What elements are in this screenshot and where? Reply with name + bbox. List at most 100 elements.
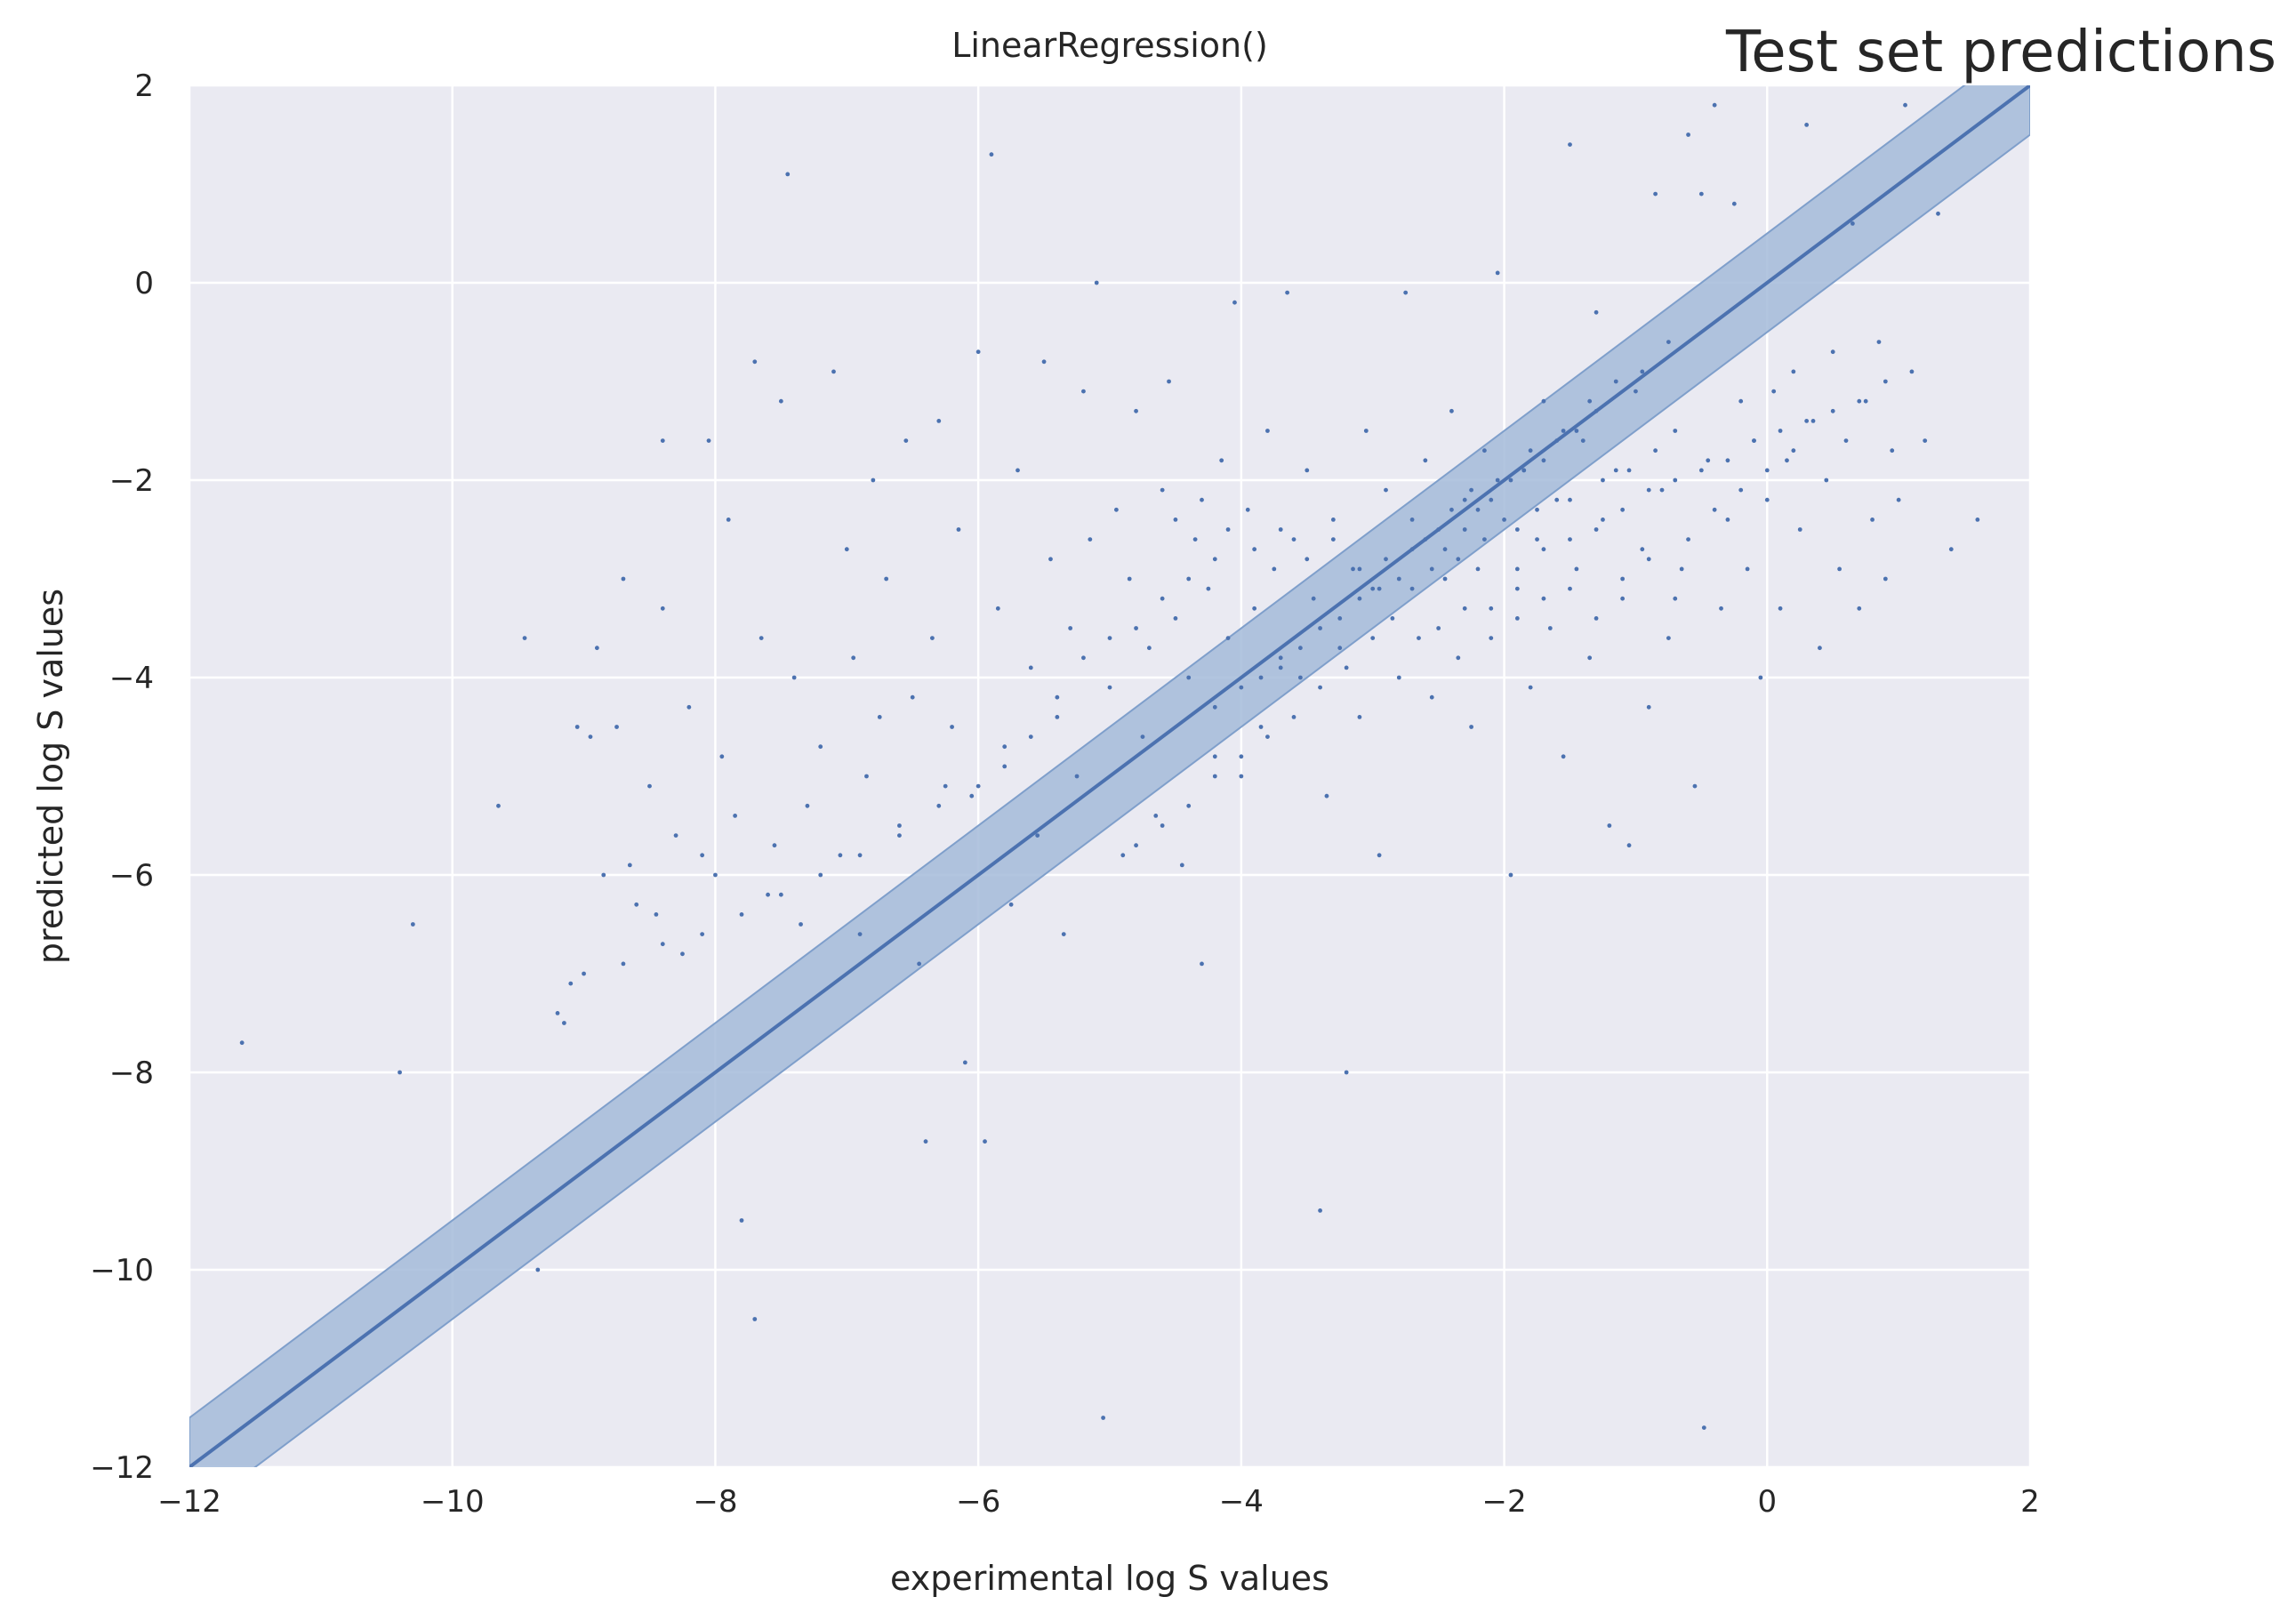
data-point — [1384, 557, 1388, 562]
x-tick-label: −10 — [421, 1484, 485, 1520]
data-point — [1212, 754, 1217, 759]
data-point — [1764, 468, 1770, 473]
y-tick-label: −10 — [90, 1253, 154, 1288]
data-point — [1035, 833, 1040, 838]
data-point — [1719, 606, 1723, 611]
data-point — [1870, 518, 1875, 522]
data-point — [969, 793, 975, 798]
data-point — [1830, 349, 1835, 355]
data-point — [1357, 596, 1362, 601]
data-point — [1081, 655, 1086, 661]
data-point — [1088, 537, 1093, 542]
x-tick-label: −8 — [693, 1484, 737, 1520]
data-point — [1475, 507, 1481, 512]
data-point — [818, 744, 823, 750]
data-point — [568, 981, 574, 986]
data-point — [1692, 783, 1698, 789]
y-tick-label: −2 — [109, 463, 154, 499]
data-point — [759, 636, 764, 640]
data-point — [1594, 616, 1599, 621]
data-point — [1785, 458, 1789, 463]
data-point — [1948, 547, 1954, 552]
data-point — [1521, 468, 1527, 473]
data-point — [1265, 429, 1270, 433]
data-point — [1587, 398, 1593, 404]
data-point — [1146, 646, 1152, 651]
data-point — [1232, 300, 1237, 305]
data-point — [1409, 547, 1415, 552]
data-point — [1278, 655, 1283, 661]
data-points — [239, 102, 1980, 1430]
data-point — [1771, 389, 1777, 394]
data-point — [1489, 636, 1494, 640]
y-tick-label: −4 — [109, 661, 154, 696]
data-point — [1134, 843, 1138, 848]
data-point — [1318, 685, 1322, 690]
data-point — [1725, 458, 1730, 463]
data-point — [1212, 704, 1217, 710]
data-point — [897, 823, 902, 828]
data-point — [239, 1040, 245, 1046]
data-point — [1508, 477, 1513, 483]
data-point — [1561, 754, 1566, 759]
data-point — [1752, 438, 1756, 443]
data-point — [995, 606, 1000, 611]
data-point — [864, 774, 869, 779]
data-point — [1239, 685, 1244, 690]
data-point — [1634, 389, 1638, 394]
data-point — [1495, 270, 1500, 276]
data-point — [1469, 487, 1474, 493]
data-point — [647, 783, 652, 789]
data-point — [857, 932, 863, 936]
data-point — [1265, 734, 1270, 739]
data-point — [1489, 497, 1494, 502]
y-tick-label: −6 — [109, 858, 154, 894]
data-point — [1120, 853, 1126, 858]
data-point — [1442, 547, 1448, 552]
data-point — [805, 803, 810, 808]
data-point — [1594, 309, 1599, 315]
data-point — [634, 902, 639, 907]
data-point — [654, 912, 659, 917]
data-point — [962, 1060, 967, 1065]
data-point — [1594, 408, 1599, 413]
data-point — [1456, 557, 1461, 562]
data-point — [1698, 468, 1704, 473]
data-point — [1791, 448, 1796, 453]
y-axis-ticks: −12 −10 −8 −6 −4 −2 0 2 — [90, 68, 154, 1486]
data-point — [1850, 221, 1855, 226]
data-point — [739, 1218, 744, 1223]
data-point — [1357, 566, 1362, 572]
data-point — [1113, 507, 1119, 512]
data-point — [1160, 596, 1165, 601]
data-point — [950, 725, 954, 729]
data-point — [989, 152, 994, 157]
data-point — [1305, 557, 1310, 562]
data-point — [1804, 123, 1810, 127]
data-point — [1370, 636, 1376, 640]
data-point — [1778, 429, 1783, 433]
data-point — [1725, 518, 1730, 522]
data-point — [1324, 793, 1329, 798]
data-point — [1239, 754, 1244, 759]
data-point — [903, 438, 909, 443]
data-point — [733, 814, 738, 818]
data-point — [1291, 537, 1297, 542]
data-point — [1297, 646, 1303, 651]
data-point — [1620, 507, 1626, 512]
data-point — [1903, 102, 1907, 108]
data-point — [1337, 616, 1343, 621]
chart-title: LinearRegression() — [951, 26, 1268, 65]
data-point — [1804, 419, 1810, 423]
data-point — [1370, 586, 1376, 591]
data-point — [1417, 636, 1421, 640]
data-point — [1514, 527, 1520, 532]
x-tick-label: 0 — [1757, 1484, 1777, 1520]
data-point — [1212, 557, 1217, 562]
data-point — [1791, 369, 1796, 374]
data-point — [1252, 606, 1257, 611]
data-point — [1048, 557, 1053, 562]
identity-line — [189, 85, 2030, 1467]
data-point — [1698, 191, 1704, 197]
data-point — [1843, 438, 1849, 443]
